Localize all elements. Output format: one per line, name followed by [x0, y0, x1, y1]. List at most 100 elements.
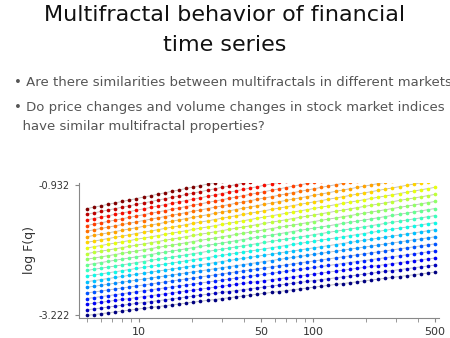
Point: [232, 225, 239, 231]
Point: [140, 300, 147, 305]
Point: [339, 227, 346, 233]
Point: [332, 242, 339, 247]
Point: [417, 176, 424, 182]
Point: [403, 259, 410, 264]
Point: [247, 280, 254, 285]
Point: [176, 187, 183, 193]
Point: [318, 176, 325, 182]
Point: [232, 213, 239, 218]
Point: [339, 201, 346, 206]
Point: [239, 212, 247, 217]
Point: [197, 262, 204, 267]
Point: [325, 190, 332, 195]
Point: [126, 296, 133, 301]
Point: [297, 267, 304, 272]
Point: [310, 239, 318, 244]
Point: [133, 295, 140, 300]
Point: [225, 295, 233, 300]
Point: [339, 176, 346, 182]
Point: [282, 243, 289, 248]
Point: [318, 277, 325, 282]
Point: [318, 211, 325, 216]
Point: [126, 255, 133, 261]
Point: [119, 199, 126, 204]
Point: [204, 286, 211, 291]
Point: [403, 176, 410, 182]
Point: [332, 202, 339, 208]
Point: [197, 286, 204, 292]
Point: [297, 260, 304, 266]
Point: [297, 228, 304, 233]
Point: [339, 176, 346, 182]
Point: [232, 269, 239, 274]
Point: [432, 177, 439, 183]
Y-axis label: log F(q): log F(q): [22, 226, 36, 274]
Point: [353, 205, 360, 210]
Point: [112, 309, 119, 315]
Point: [133, 301, 140, 306]
Point: [247, 292, 254, 298]
Point: [396, 218, 403, 224]
Point: [168, 254, 176, 260]
Point: [197, 274, 204, 280]
Point: [254, 266, 261, 272]
Point: [154, 245, 162, 250]
Point: [303, 194, 310, 199]
Point: [133, 289, 140, 294]
Point: [154, 215, 162, 221]
Point: [168, 296, 176, 301]
Point: [261, 189, 268, 194]
Point: [261, 265, 268, 271]
Point: [318, 218, 325, 223]
Point: [289, 190, 297, 195]
Point: [275, 263, 282, 269]
Point: [346, 240, 353, 245]
Point: [268, 200, 275, 206]
Point: [104, 259, 112, 264]
Point: [190, 209, 197, 214]
Point: [310, 245, 318, 250]
Point: [289, 235, 297, 241]
Point: [374, 270, 382, 275]
Point: [282, 198, 289, 203]
Point: [104, 201, 112, 207]
Point: [374, 276, 382, 282]
Point: [325, 269, 332, 275]
Point: [154, 192, 162, 197]
Point: [83, 234, 90, 239]
Point: [325, 176, 332, 182]
Point: [154, 227, 162, 233]
Point: [368, 270, 375, 276]
Point: [396, 204, 403, 210]
Point: [268, 226, 275, 231]
Point: [239, 180, 247, 186]
Point: [382, 187, 389, 192]
Point: [318, 191, 325, 197]
Point: [396, 198, 403, 203]
Point: [176, 295, 183, 300]
Point: [161, 190, 168, 195]
Point: [424, 256, 432, 262]
Point: [97, 311, 104, 316]
Point: [297, 176, 304, 182]
Point: [396, 177, 403, 183]
Point: [275, 212, 282, 217]
Point: [417, 187, 424, 193]
Point: [161, 196, 168, 201]
Point: [346, 176, 353, 182]
Point: [374, 222, 382, 227]
Point: [97, 283, 104, 288]
Point: [417, 257, 424, 263]
Point: [112, 223, 119, 228]
Point: [318, 176, 325, 182]
Point: [282, 230, 289, 235]
Point: [382, 221, 389, 226]
Point: [225, 239, 233, 245]
Point: [190, 299, 197, 305]
Point: [389, 206, 396, 211]
Point: [147, 305, 154, 310]
Point: [275, 180, 282, 185]
Point: [268, 213, 275, 218]
Point: [310, 186, 318, 191]
Point: [346, 260, 353, 265]
